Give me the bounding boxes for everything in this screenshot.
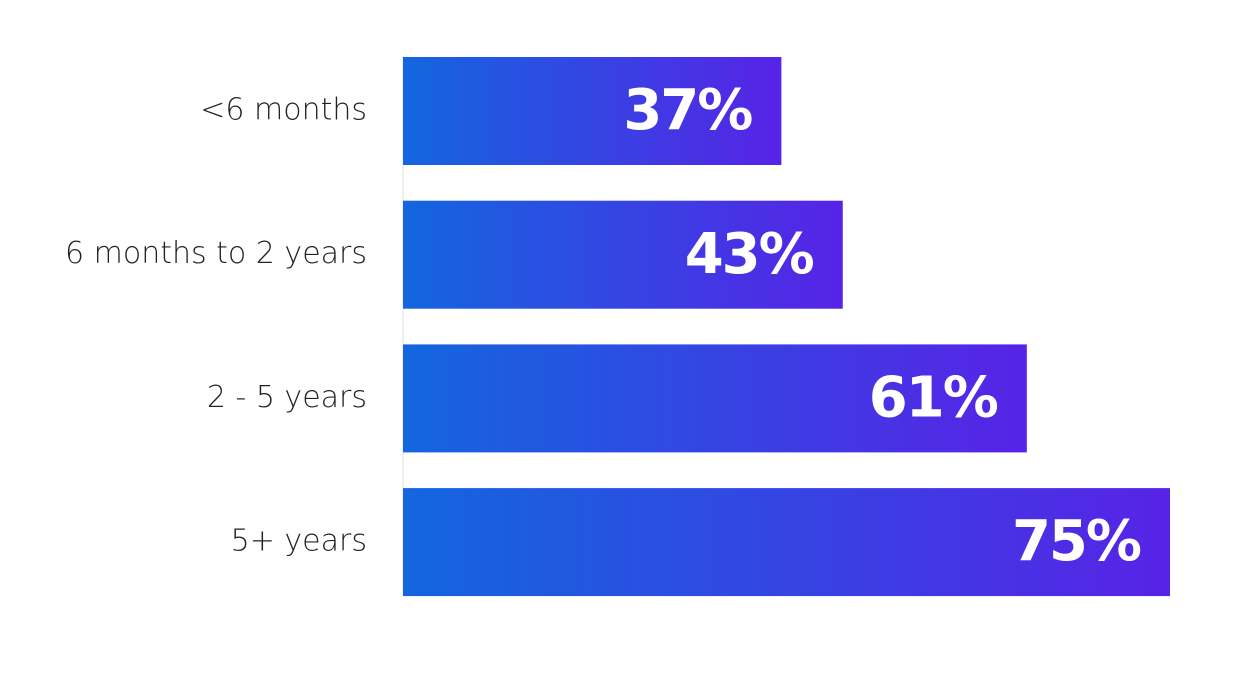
value-label: 75%: [1012, 509, 1141, 574]
bar: [403, 344, 1027, 453]
category-label: 2 - 5 years: [207, 380, 367, 415]
value-label: 61%: [869, 366, 998, 431]
bar: [403, 57, 782, 165]
value-label: 43%: [685, 222, 814, 287]
category-label: <6 months: [200, 93, 367, 128]
value-label: 37%: [623, 78, 752, 143]
bar: [403, 488, 1170, 597]
category-label: 5+ years: [231, 524, 367, 559]
category-label: 6 months to 2 years: [65, 236, 367, 271]
bar: [403, 200, 843, 309]
